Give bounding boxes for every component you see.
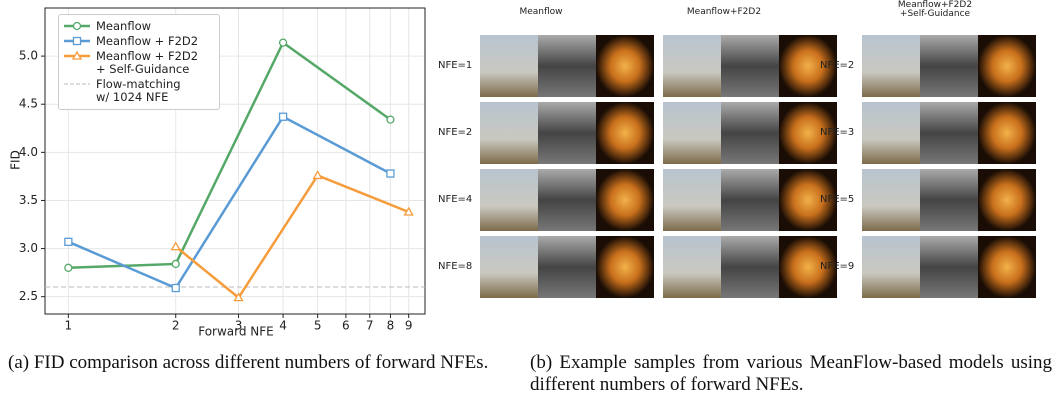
sample-image [920,169,978,231]
sample-image [862,169,920,231]
sample-image [779,35,837,97]
column-header: Meanflow+F2D2 +Self-Guidance [897,0,973,19]
sample-image [721,236,779,298]
row-label: NFE=2 [438,127,473,138]
sample-image [596,35,654,97]
sample-image [862,102,920,164]
sample-image [978,169,1036,231]
row-label: NFE=4 [438,194,473,205]
marker [312,170,323,180]
column-header: Meanflow [519,7,563,17]
row-label: NFE=9 [820,261,855,272]
sample-image [663,236,721,298]
marker [64,237,73,246]
row-label: NFE=5 [820,194,855,205]
row-label: NFE=3 [820,127,855,138]
sample-image [663,102,721,164]
marker [386,169,395,178]
sample-image [920,35,978,97]
legend-swatch [64,83,90,85]
marker [170,241,181,251]
y-tick-label: 4.5 [19,97,38,111]
sample-image [862,236,920,298]
marker [72,36,82,46]
sample-images [480,35,1036,298]
marker [278,112,288,121]
marker [71,50,83,60]
x-tick-label: 1 [65,319,73,333]
sample-image [978,236,1036,298]
legend-item: Meanflow [63,20,215,33]
y-tick-label: 2.5 [19,289,38,303]
sample-image [779,236,837,298]
x-tick-label: 6 [342,319,350,333]
legend-label: Meanflow [96,19,152,33]
marker [278,38,288,47]
caption-b: (b) Example samples from various MeanFlo… [530,352,1052,395]
legend-item: Meanflow + F2D2 [63,35,215,48]
x-tick-label: 2 [172,319,180,333]
sample-image [779,102,837,164]
x-tick-label: 3 [235,319,243,333]
x-tick-label: 8 [387,319,395,333]
row-label: NFE=2 [820,60,855,71]
legend-item: Meanflow + F2D2 + Self-Guidance [63,50,215,76]
sample-image [978,102,1036,164]
sample-image [920,102,978,164]
marker [72,21,82,31]
sample-image [480,35,538,97]
legend: Meanflow Meanflow + F2D2 Meanflow + F2D2 +… [58,14,220,110]
legend-item: Flow-matching w/ 1024 NFE [63,78,215,104]
sample-image [978,35,1036,97]
sample-image [721,35,779,97]
sample-image [663,169,721,231]
legend-label: Meanflow + F2D2 + Self-Guidance [96,49,199,76]
y-axis-label: FID [9,150,23,170]
legend-label: Meanflow + F2D2 [96,34,199,48]
sample-image [480,236,538,298]
legend-swatch [64,21,90,31]
sample-image [920,236,978,298]
sample-image [480,169,538,231]
sample-image [663,35,721,97]
sample-image [538,35,596,97]
x-tick-label: 5 [314,319,322,333]
legend-label: Flow-matching w/ 1024 NFE [96,77,181,104]
marker [64,263,73,272]
line [67,115,392,290]
sample-image [538,102,596,164]
y-tick-label: 5.0 [19,49,38,63]
legend-swatch [64,36,90,46]
row-label: NFE=8 [438,261,473,272]
marker [171,283,180,293]
sample-image [480,102,538,164]
sample-image [538,236,596,298]
sample-image [538,169,596,231]
sample-image [779,169,837,231]
sample-image [596,102,654,164]
plot-frame [44,7,426,315]
x-axis-label: Forward NFE [198,325,274,339]
sample-image [721,102,779,164]
line [174,173,410,300]
marker [171,259,180,269]
marker [403,206,414,216]
legend-swatch [64,50,90,60]
column-header: Meanflow+F2D2 [686,7,762,17]
x-tick-label: 4 [279,319,287,333]
y-tick-label: 3.5 [19,193,38,207]
sample-image [862,35,920,97]
x-tick-label: 7 [366,319,374,333]
caption-a: (a) FID comparison across different numb… [8,352,489,373]
marker [233,292,244,302]
y-tick-label: 4.0 [19,145,38,159]
sample-image [596,169,654,231]
sample-image [721,169,779,231]
x-tick-label: 9 [405,319,413,333]
y-tick-label: 3.0 [19,241,38,255]
sample-image [596,236,654,298]
row-label: NFE=1 [438,60,473,71]
marker [386,115,395,124]
